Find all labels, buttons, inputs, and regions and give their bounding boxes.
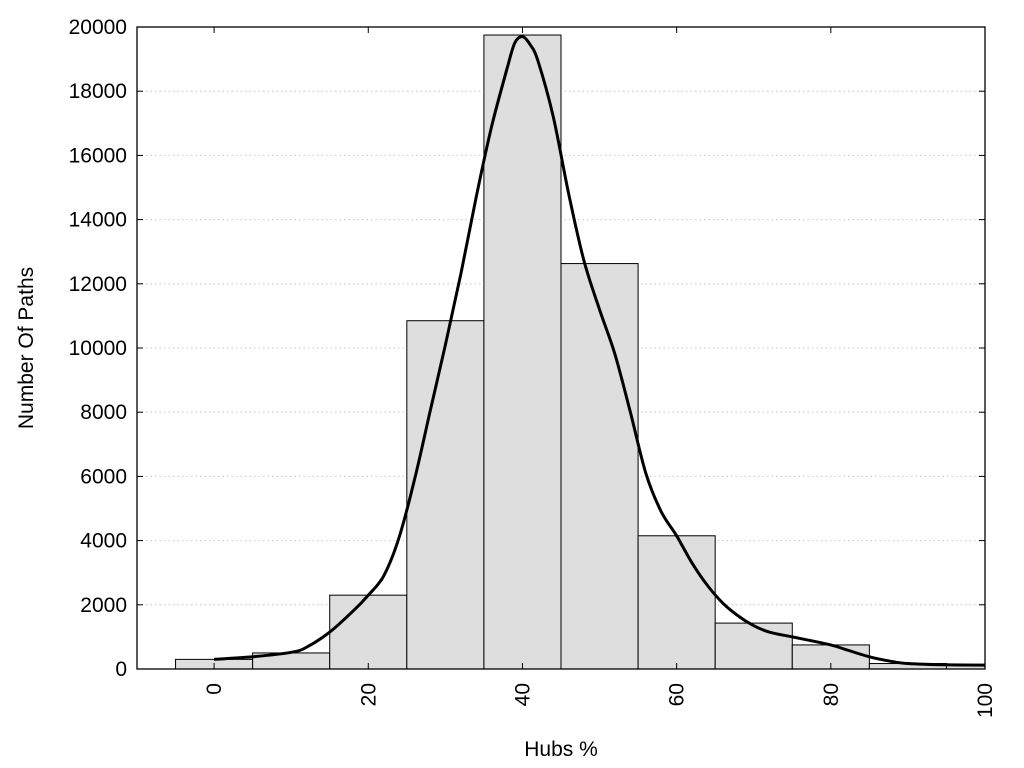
y-tick-label: 2000 bbox=[80, 594, 127, 617]
histogram-bars bbox=[175, 34, 986, 670]
x-tick-label: 20 bbox=[357, 683, 380, 706]
y-tick-label: 10000 bbox=[69, 337, 127, 360]
x-tick-label: 100 bbox=[974, 683, 997, 718]
x-tick-label: 0 bbox=[203, 683, 226, 695]
y-tick-label: 14000 bbox=[69, 209, 127, 232]
y-tick-label: 12000 bbox=[69, 273, 127, 296]
y-tick-label: 4000 bbox=[80, 530, 127, 553]
histogram-bar bbox=[483, 34, 562, 670]
histogram-bar bbox=[406, 320, 485, 670]
x-tick-label: 60 bbox=[666, 683, 689, 706]
histogram-bar bbox=[714, 622, 793, 670]
y-axis-title: Number Of Paths bbox=[15, 267, 38, 429]
y-tick-label: 6000 bbox=[80, 465, 127, 488]
y-tick-label: 16000 bbox=[69, 144, 127, 167]
histogram-bar bbox=[637, 535, 716, 670]
y-tick-label: 18000 bbox=[69, 80, 127, 103]
histogram-bar bbox=[329, 594, 408, 670]
x-axis: 0 20 40 60 80 100 bbox=[203, 27, 997, 718]
y-tick-label: 20000 bbox=[69, 16, 127, 39]
x-tick-label: 80 bbox=[820, 683, 843, 706]
y-axis: 0 2000 4000 6000 8000 10000 12000 14000 16000 180… bbox=[69, 16, 985, 681]
density-curve bbox=[213, 35, 986, 667]
y-tick-label: 0 bbox=[115, 658, 127, 681]
x-axis-title: Hubs % bbox=[524, 738, 598, 761]
histogram-bar bbox=[560, 263, 639, 670]
x-tick-label: 40 bbox=[511, 683, 534, 706]
y-tick-label: 8000 bbox=[80, 401, 127, 424]
